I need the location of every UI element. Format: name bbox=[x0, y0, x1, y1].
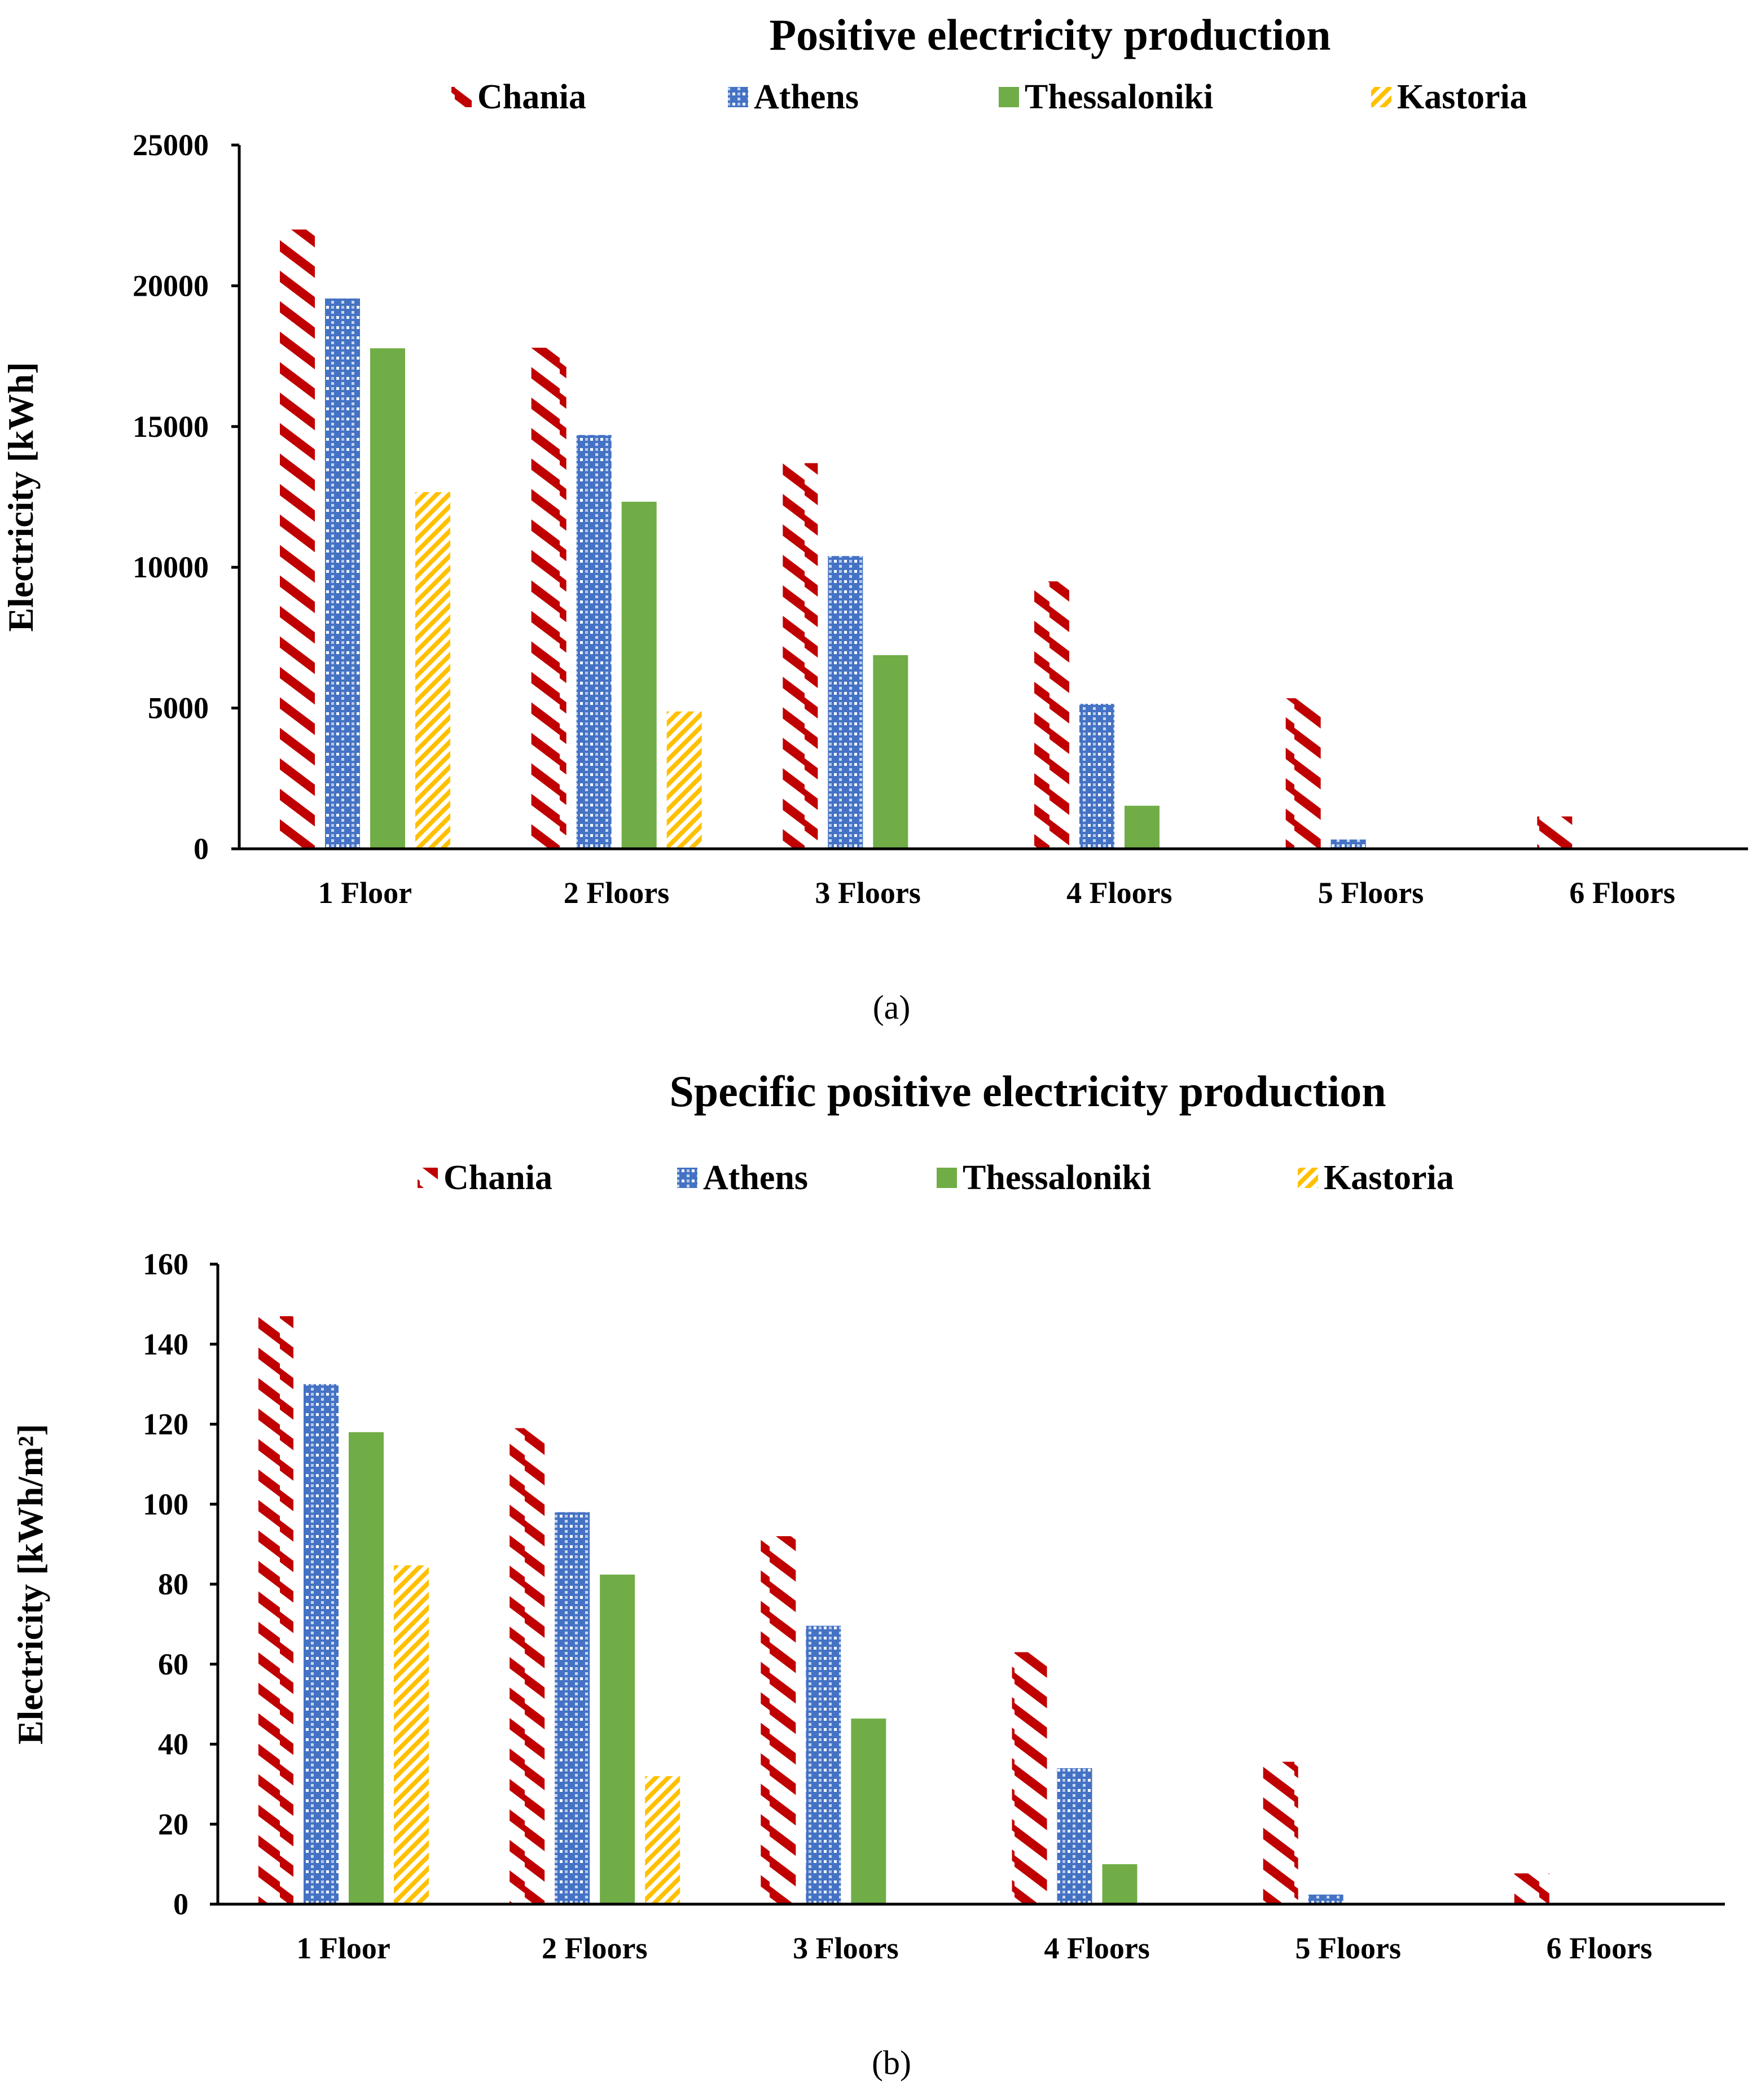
x-tick-label: 1 Floor bbox=[296, 1931, 390, 1965]
y-tick-label: 100 bbox=[143, 1487, 188, 1521]
bar-chania-3 bbox=[783, 463, 818, 848]
x-tick-label: 3 Floors bbox=[793, 1931, 898, 1965]
x-tick-label: 1 Floor bbox=[318, 876, 412, 910]
bar-athens-4 bbox=[1057, 1768, 1092, 1903]
y-tick-label: 80 bbox=[158, 1567, 188, 1601]
chart-title: Positive electricity production bbox=[770, 10, 1331, 59]
figure-caption: (b) bbox=[872, 2044, 911, 2081]
legend-label-athens: Athens bbox=[703, 1159, 808, 1197]
bar-thessaloniki-4 bbox=[1102, 1864, 1138, 1903]
x-tick-label: 6 Floors bbox=[1569, 876, 1675, 910]
bar-thessaloniki-3 bbox=[873, 655, 908, 848]
bar-chania-6 bbox=[1537, 816, 1573, 848]
bar-athens-1 bbox=[304, 1384, 339, 1903]
bar-athens-3 bbox=[828, 556, 863, 848]
y-tick-label: 25000 bbox=[133, 128, 209, 162]
y-tick-label: 15000 bbox=[133, 410, 209, 444]
legend-label-kastoria: Kastoria bbox=[1324, 1159, 1454, 1197]
figure-caption: (a) bbox=[873, 989, 911, 1026]
bar-chania-5 bbox=[1263, 1761, 1298, 1903]
legend-label-thessaloniki: Thessaloniki bbox=[1025, 78, 1213, 116]
y-tick-label: 20 bbox=[158, 1807, 188, 1841]
bar-athens-1 bbox=[325, 298, 360, 848]
y-tick-label: 60 bbox=[158, 1647, 188, 1681]
bar-chania-2 bbox=[531, 348, 566, 848]
y-tick-label: 40 bbox=[158, 1728, 188, 1761]
bar-chania-4 bbox=[1012, 1652, 1047, 1903]
legend-label-thessaloniki: Thessaloniki bbox=[963, 1159, 1151, 1197]
legend-swatch-chania bbox=[418, 1168, 438, 1188]
bar-athens-4 bbox=[1079, 704, 1114, 848]
legend-swatch-chania bbox=[451, 87, 472, 107]
legend-swatch-kastoria bbox=[1298, 1168, 1318, 1188]
legend-swatch-athens bbox=[728, 87, 748, 107]
legend-swatch-kastoria bbox=[1371, 87, 1391, 107]
legend-label-athens: Athens bbox=[754, 78, 859, 116]
bar-kastoria-1 bbox=[394, 1565, 429, 1903]
y-axis-label: Electricity [kWh/m²] bbox=[10, 1424, 50, 1744]
chart-a: Positive electricity production Chania Ath… bbox=[1, 10, 1748, 1026]
y-tick-label: 5000 bbox=[148, 691, 209, 725]
x-tick-label: 4 Floors bbox=[1066, 876, 1172, 910]
x-tick-label: 5 Floors bbox=[1296, 1931, 1401, 1965]
legend-label-chania: Chania bbox=[477, 78, 586, 116]
bar-kastoria-2 bbox=[666, 711, 702, 848]
legend-label-kastoria: Kastoria bbox=[1397, 78, 1527, 116]
y-tick-label: 10000 bbox=[133, 550, 209, 584]
bar-kastoria-1 bbox=[415, 492, 450, 848]
bar-athens-5 bbox=[1330, 839, 1366, 848]
bar-thessaloniki-2 bbox=[600, 1574, 635, 1903]
bar-athens-2 bbox=[555, 1512, 590, 1903]
y-tick-label: 0 bbox=[194, 832, 209, 866]
x-tick-label: 3 Floors bbox=[815, 876, 920, 910]
x-tick-label: 2 Floors bbox=[542, 1931, 647, 1965]
legend-swatch-athens bbox=[677, 1168, 697, 1188]
legend-swatch-thessaloniki bbox=[999, 87, 1019, 107]
bar-chania-6 bbox=[1514, 1873, 1549, 1903]
y-axis-label: Electricity [kWh] bbox=[1, 362, 41, 632]
x-tick-label: 5 Floors bbox=[1318, 876, 1424, 910]
bar-chania-2 bbox=[510, 1428, 545, 1903]
y-tick-label: 120 bbox=[143, 1408, 188, 1441]
bar-chania-3 bbox=[761, 1536, 796, 1903]
bar-thessaloniki-1 bbox=[370, 348, 405, 848]
bar-chania-5 bbox=[1285, 698, 1321, 848]
bar-thessaloniki-1 bbox=[349, 1432, 384, 1903]
chart-b: Specific positive electricity production… bbox=[10, 1067, 1725, 2081]
legend-label-chania: Chania bbox=[443, 1159, 552, 1197]
y-tick-label: 140 bbox=[143, 1327, 188, 1361]
bar-thessaloniki-3 bbox=[851, 1718, 886, 1903]
bar-chania-1 bbox=[258, 1316, 293, 1903]
y-tick-label: 160 bbox=[143, 1247, 188, 1281]
y-tick-label: 0 bbox=[173, 1887, 188, 1921]
legend-swatch-thessaloniki bbox=[937, 1168, 957, 1188]
bar-athens-3 bbox=[806, 1625, 841, 1903]
bar-chania-4 bbox=[1034, 581, 1069, 848]
bar-athens-2 bbox=[576, 435, 612, 848]
chart-title: Specific positive electricity production bbox=[669, 1067, 1386, 1116]
x-tick-label: 4 Floors bbox=[1044, 1931, 1149, 1965]
bar-kastoria-2 bbox=[645, 1776, 680, 1903]
bar-chania-1 bbox=[280, 229, 315, 848]
bar-athens-5 bbox=[1308, 1894, 1343, 1903]
bar-thessaloniki-2 bbox=[621, 501, 657, 848]
x-tick-label: 6 Floors bbox=[1547, 1931, 1652, 1965]
bar-thessaloniki-4 bbox=[1125, 805, 1160, 848]
y-tick-label: 20000 bbox=[133, 269, 209, 302]
x-tick-label: 2 Floors bbox=[564, 876, 669, 910]
